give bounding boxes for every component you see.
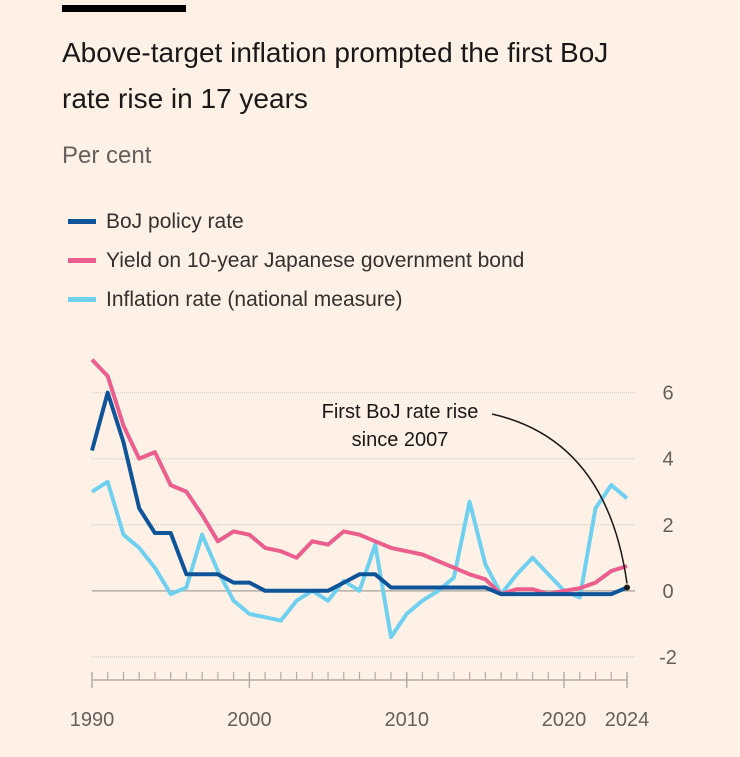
annotation-arrow xyxy=(491,413,628,584)
legend-swatch xyxy=(68,297,96,302)
legend-label: Inflation rate (national measure) xyxy=(106,287,403,311)
series-line xyxy=(90,390,628,597)
legend-swatch xyxy=(68,219,96,224)
series-line xyxy=(90,479,629,640)
legend-item: BoJ policy rate xyxy=(68,202,524,241)
annotation: First BoJ rate rise xyxy=(322,401,479,423)
brand-bar xyxy=(62,5,186,12)
x-tick-label: 1990 xyxy=(70,709,115,731)
y-tick-label: 0 xyxy=(662,581,673,603)
legend: BoJ policy rate Yield on 10-year Japanese… xyxy=(68,202,524,319)
chart-subtitle: Per cent xyxy=(62,142,152,169)
x-tick-label: 2010 xyxy=(384,709,429,731)
x-tick-label: 2000 xyxy=(227,709,272,731)
legend-swatch xyxy=(68,258,96,263)
annotation: since 2007 xyxy=(352,429,449,451)
y-tick-label: 6 xyxy=(662,383,673,405)
series-line xyxy=(90,358,628,597)
x-tick-label: 2020 xyxy=(542,709,587,731)
y-tick-label: 4 xyxy=(662,449,673,471)
annotation-point xyxy=(624,584,630,591)
legend-label: BoJ policy rate xyxy=(106,209,244,233)
y-tick-label: 2 xyxy=(662,515,673,537)
y-tick-label: -2 xyxy=(659,647,677,669)
x-tick-label: 2024 xyxy=(605,709,650,731)
legend-item: Inflation rate (national measure) xyxy=(68,280,524,319)
legend-label: Yield on 10-year Japanese government bon… xyxy=(106,248,525,272)
legend-item: Yield on 10-year Japanese government bon… xyxy=(68,241,524,280)
chart-title: Above-target inflation prompted the firs… xyxy=(62,37,609,114)
